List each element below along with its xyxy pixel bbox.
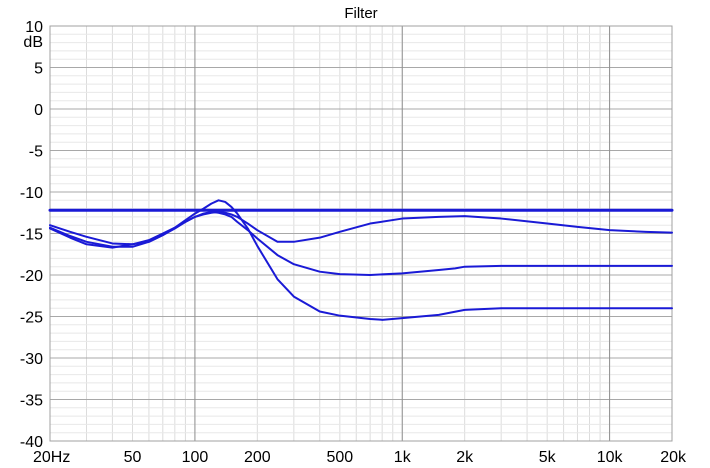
y-tick-label: -30	[20, 351, 43, 368]
x-tick-label: 2k	[456, 449, 474, 466]
y-tick-label: -5	[29, 144, 43, 161]
x-tick-labels: 20Hz 50 100 200 500 1k 2k 5k 10k 20k	[33, 449, 687, 466]
x-tick-label: 100	[182, 449, 209, 466]
x-tick-label: 5k	[539, 449, 557, 466]
y-tick-label: 10	[25, 19, 43, 36]
y-tick-label: 0	[34, 102, 43, 119]
y-tick-label: 5	[34, 61, 43, 78]
y-tick-label: -25	[20, 310, 43, 327]
y-tick-label: -20	[20, 268, 43, 285]
y-tick-label: -35	[20, 393, 43, 410]
y-tick-labels: 10 5 0 -5 -10 -15 -20 -25 -30 -35 -40	[20, 19, 43, 451]
series-layer	[48, 199, 674, 321]
x-tick-label: 200	[244, 449, 271, 466]
y-tick-label: -10	[20, 185, 43, 202]
x-tick-label: 10k	[597, 449, 624, 466]
y-tick-label: -40	[20, 434, 43, 451]
series-line-3	[49, 210, 673, 276]
x-tick-label: 20Hz	[33, 449, 70, 466]
series-line-4	[49, 199, 673, 321]
x-tick-label: 50	[124, 449, 142, 466]
y-unit-label: dB	[23, 34, 43, 51]
x-tick-label: 20k	[660, 449, 687, 466]
x-tick-label: 500	[326, 449, 353, 466]
x-tick-label: 1k	[394, 449, 412, 466]
chart-title: Filter	[344, 5, 377, 22]
y-tick-label: -15	[20, 227, 43, 244]
